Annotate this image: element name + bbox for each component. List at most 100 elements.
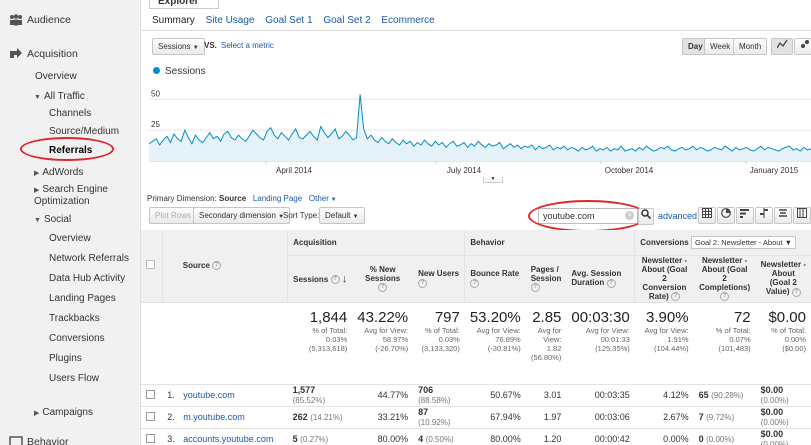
- col-pages-session[interactable]: Pages / Session?: [525, 255, 567, 303]
- row-checkbox[interactable]: [146, 433, 155, 443]
- col-new-users[interactable]: New Users ?: [413, 255, 466, 303]
- sidebar-item-trackbacks[interactable]: Trackbacks: [49, 313, 100, 324]
- help-icon[interactable]: ?: [530, 283, 540, 293]
- select-all-checkbox[interactable]: [146, 260, 155, 270]
- row-source-link[interactable]: youtube.com: [183, 390, 235, 400]
- row-completions-pct: (90.28%): [711, 391, 744, 400]
- row-completions-value: 7: [698, 412, 704, 422]
- row-index: 1.: [167, 390, 175, 400]
- col-sessions-label: Sessions: [293, 274, 329, 284]
- sidebar-item-acquisition[interactable]: Acquisition: [27, 48, 78, 60]
- sidebar-item-plugins[interactable]: Plugins: [49, 353, 82, 364]
- line-chart-button[interactable]: [771, 38, 793, 55]
- month-button[interactable]: Month: [733, 38, 768, 55]
- tab-summary[interactable]: Summary: [152, 15, 195, 26]
- pivot-icon: [797, 208, 807, 218]
- performance-view-button[interactable]: [736, 207, 754, 224]
- col-goal-completions[interactable]: Newsletter - About (Goal 2 Completions) …: [693, 255, 756, 303]
- search-highlight-ring: [528, 200, 648, 232]
- select-all-cell: [141, 230, 163, 303]
- col-new-sessions[interactable]: % New Sessions?: [352, 255, 414, 303]
- sidebar-item-source-medium[interactable]: Source/Medium: [49, 126, 120, 137]
- day-button[interactable]: Day: [682, 38, 709, 55]
- data-table-view-button[interactable]: [698, 207, 716, 224]
- sidebar-item-users-flow[interactable]: Users Flow: [49, 373, 100, 384]
- col-avg-session-duration[interactable]: Avg. Session Duration ?: [566, 255, 636, 303]
- plot-rows-button[interactable]: Plot Rows: [149, 207, 198, 224]
- sort-type-select[interactable]: Default ▼: [319, 207, 365, 224]
- dimension-source[interactable]: Source: [219, 194, 247, 203]
- sidebar-item-all-traffic[interactable]: ▼ All Traffic: [34, 91, 85, 102]
- sidebar-item-campaigns[interactable]: ▶ Campaigns: [34, 407, 93, 418]
- chart-legend: Sessions: [153, 66, 206, 77]
- col-source[interactable]: Source ?: [162, 230, 289, 303]
- help-icon[interactable]: ?: [606, 278, 616, 288]
- search-button[interactable]: [638, 208, 654, 225]
- primary-dimension-label: Primary Dimension:: [147, 194, 217, 203]
- row-checkbox-cell: [141, 428, 163, 445]
- week-button[interactable]: Week: [704, 38, 737, 55]
- help-icon[interactable]: ?: [470, 278, 480, 288]
- sort-arrow-down-icon[interactable]: ↓: [341, 272, 348, 285]
- percentage-view-button[interactable]: [717, 207, 735, 224]
- select-metric-link[interactable]: Select a metric: [221, 41, 274, 50]
- row-source-link[interactable]: accounts.youtube.com: [183, 434, 274, 444]
- row-checkbox[interactable]: [146, 411, 155, 421]
- all-traffic-label: All Traffic: [43, 91, 85, 102]
- tab-site-usage[interactable]: Site Usage: [205, 15, 255, 26]
- sidebar-item-overview[interactable]: Overview: [35, 71, 77, 82]
- sidebar-item-network-referrals[interactable]: Network Referrals: [49, 253, 130, 264]
- help-icon[interactable]: ?: [791, 287, 801, 297]
- chart-collapse-handle[interactable]: ▼: [483, 177, 503, 183]
- term-cloud-view-button[interactable]: [774, 207, 792, 224]
- sidebar-item-data-hub-activity[interactable]: Data Hub Activity: [49, 273, 126, 284]
- campaigns-label: Campaigns: [42, 407, 93, 418]
- tab-explorer[interactable]: Explorer: [149, 0, 219, 9]
- help-icon[interactable]: ?: [378, 283, 388, 293]
- metric-select[interactable]: Sessions ▼: [152, 38, 205, 55]
- total-new-sessions: 43.22% Avg for View: 58.97% (-26.70%): [352, 302, 414, 385]
- col-sessions[interactable]: Sessions ? ↓: [287, 255, 353, 303]
- group-conversions-label: Conversions: [640, 237, 689, 247]
- col-goal-value[interactable]: Newsletter - About (Goal 2 Value) ?: [755, 255, 811, 303]
- tab-goal-set-2[interactable]: Goal Set 2: [323, 15, 371, 26]
- sidebar-item-social-overview[interactable]: Overview: [49, 233, 91, 244]
- tab-ecommerce[interactable]: Ecommerce: [381, 15, 435, 26]
- pivot-view-button[interactable]: [793, 207, 811, 224]
- col-goal-conversion-rate[interactable]: Newsletter - About (Goal 2 Conversion Ra…: [634, 255, 694, 303]
- sidebar-item-adwords[interactable]: ▶ AdWords: [34, 167, 83, 178]
- sidebar-item-conversions[interactable]: Conversions: [49, 333, 105, 344]
- row-conv-rate: 4.12%: [634, 384, 694, 407]
- sidebar-item-social[interactable]: ▼ Social: [34, 214, 71, 225]
- row-source-link[interactable]: m.youtube.com: [183, 412, 245, 422]
- col-bounce-rate[interactable]: Bounce Rate?: [464, 255, 526, 303]
- row-value-pct: (0.00%): [760, 418, 789, 427]
- sidebar-item-channels[interactable]: Channels: [49, 108, 92, 119]
- sidebar-item-behavior[interactable]: Behavior: [27, 436, 69, 445]
- goal-select[interactable]: Goal 2: Newsletter - About ▼: [690, 235, 797, 249]
- motion-chart-button[interactable]: [794, 38, 811, 55]
- help-icon[interactable]: ?: [418, 278, 428, 288]
- comparison-view-button[interactable]: [755, 207, 773, 224]
- row-avg-duration: 00:03:35: [566, 384, 635, 407]
- advanced-link[interactable]: advanced: [658, 211, 698, 221]
- total-sub: 58.97%: [382, 334, 409, 344]
- dimension-other[interactable]: Other: [308, 194, 329, 203]
- dimension-landing-page[interactable]: Landing Page: [252, 194, 303, 203]
- secondary-dimension-select[interactable]: Secondary dimension ▼: [193, 207, 291, 224]
- help-icon[interactable]: ?: [330, 274, 340, 284]
- row-bounce-rate: 67.94%: [464, 406, 526, 429]
- row-source-cell: 3. accounts.youtube.com: [162, 428, 288, 445]
- row-index: 2.: [167, 412, 175, 422]
- help-icon[interactable]: ?: [212, 261, 222, 271]
- row-checkbox[interactable]: [146, 389, 155, 399]
- help-icon[interactable]: ?: [671, 292, 681, 302]
- help-icon[interactable]: ?: [720, 292, 730, 302]
- total-sub: (3,133,320): [421, 343, 460, 353]
- tab-goal-set-1[interactable]: Goal Set 1: [265, 15, 313, 26]
- y-tick-label: 50: [151, 89, 160, 98]
- sidebar-item-landing-pages[interactable]: Landing Pages: [49, 293, 116, 304]
- sidebar-item-audience[interactable]: Audience: [27, 14, 71, 26]
- total-value: 797: [434, 308, 460, 326]
- sidebar-item-seo[interactable]: ▶ Search Engine Optimization: [34, 184, 134, 207]
